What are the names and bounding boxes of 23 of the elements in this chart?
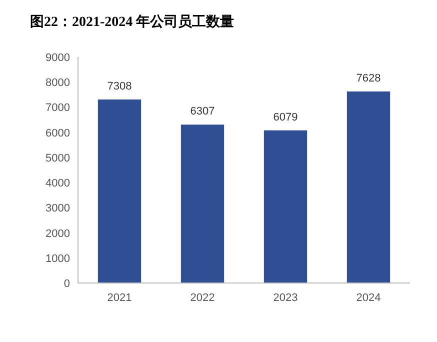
- y-tick-label: 4000: [46, 178, 70, 190]
- x-tick-label: 2023: [273, 292, 298, 304]
- bar: [98, 99, 142, 283]
- data-label: 6307: [190, 106, 215, 118]
- y-tick-label: 7000: [46, 102, 70, 114]
- data-label: 7628: [356, 72, 381, 84]
- y-tick-label: 5000: [46, 152, 70, 164]
- x-tick-label: 2021: [107, 292, 132, 304]
- bar: [346, 91, 390, 283]
- y-tick-label: 8000: [46, 77, 70, 90]
- bar: [264, 130, 308, 283]
- data-label: 6079: [273, 111, 298, 124]
- y-tick-label: 0: [64, 278, 70, 290]
- y-tick-label: 3000: [46, 202, 70, 215]
- x-tick-label: 2024: [356, 292, 381, 304]
- bar: [180, 124, 224, 283]
- y-tick-label: 6000: [46, 127, 70, 140]
- y-tick-label: 2000: [46, 228, 70, 240]
- y-tick-label: 9000: [46, 52, 70, 64]
- data-label: 7308: [107, 80, 132, 92]
- x-tick-label: 2022: [190, 292, 215, 304]
- chart-title: 图22：2021-2024 年公司员工数量: [30, 14, 234, 30]
- y-tick-label: 1000: [46, 252, 70, 265]
